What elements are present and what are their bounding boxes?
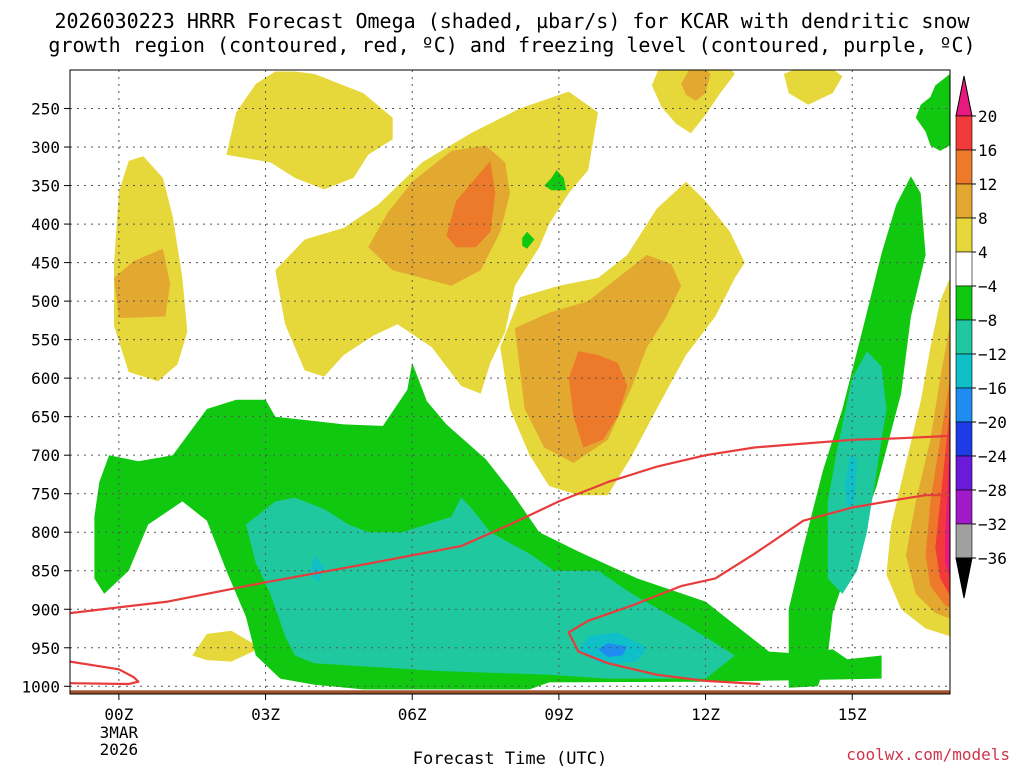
- y-tick-label: 400: [31, 215, 60, 234]
- y-tick-label: 900: [31, 600, 60, 619]
- y-tick-label: 600: [31, 369, 60, 388]
- y-tick-label: 1000: [21, 677, 60, 696]
- colorbar-label: −24: [978, 447, 1007, 466]
- colorbar-label: 20: [978, 107, 997, 126]
- omega-region-yellow-top-tower: [226, 71, 393, 190]
- omega-region-yellow-top-right: [651, 70, 735, 134]
- credit-text[interactable]: coolwx.com/models: [846, 745, 1010, 764]
- omega-region-orange-center-core: [446, 160, 496, 248]
- colorbar-segment: [955, 149, 973, 185]
- y-tick-label: 850: [31, 562, 60, 581]
- omega-region-green-upper-right-strip: [915, 73, 950, 151]
- colorbar-label: −32: [978, 515, 1007, 534]
- colorbar-segment: [955, 183, 973, 219]
- colorbar-label: 4: [978, 243, 988, 262]
- y-tick-label: 650: [31, 408, 60, 427]
- omega-region-orange-right-core: [568, 351, 628, 448]
- y-tick-label: 700: [31, 446, 60, 465]
- colorbar-label: 8: [978, 209, 988, 228]
- colorbar: 20 16 12 8 4 −4 −8 −12 −16 −20 −24 −28 −32 −36: [955, 75, 1007, 599]
- colorbar-segment: [955, 489, 973, 525]
- colorbar-label: −4: [978, 277, 997, 296]
- y-tick-label: 750: [31, 485, 60, 504]
- x-tick-year-label: 2026: [100, 740, 139, 759]
- grid-lines: [70, 70, 950, 694]
- y-tick-label: 250: [31, 100, 60, 119]
- colorbar-bottom-arrow: [955, 557, 973, 599]
- colorbar-segment: [955, 387, 973, 423]
- contour-dgz-loop: [567, 494, 950, 686]
- colorbar-segment: [955, 251, 973, 287]
- plot-frame: [69, 69, 951, 695]
- x-tick-label: 00Z: [104, 705, 133, 724]
- colorbar-label: −28: [978, 481, 1007, 500]
- omega-region-orange-upper-left: [114, 248, 171, 319]
- colorbar-label: −8: [978, 311, 997, 330]
- omega-region-yellow-small-left-low: [192, 630, 261, 662]
- ground-strip: [70, 690, 950, 694]
- omega-region-teal-right-column: [827, 351, 887, 594]
- omega-region-green-small-blob-2: [522, 231, 535, 249]
- y-tick-label: 800: [31, 523, 60, 542]
- x-tick-label: 12Z: [691, 705, 720, 724]
- colorbar-segment: [955, 319, 973, 355]
- colorbar-segment: [955, 217, 973, 253]
- dgz-contours: [70, 434, 950, 686]
- colorbar-segment: [955, 421, 973, 457]
- omega-region-cyan-right-column: [844, 455, 858, 510]
- colorbar-label: −16: [978, 379, 1007, 398]
- y-tick-label: 450: [31, 254, 60, 273]
- plot-area: [69, 69, 951, 695]
- colorbar-segment: [955, 353, 973, 389]
- contour-dgz-top: [70, 434, 950, 615]
- colorbar-segment: [955, 115, 973, 151]
- omega-region-blue-low-center: [598, 643, 628, 657]
- omega-region-yellow-top-far-right: [783, 70, 843, 105]
- colorbar-label: 12: [978, 175, 997, 194]
- colorbar-label: −20: [978, 413, 1007, 432]
- y-tick-label: 300: [31, 138, 60, 157]
- colorbar-label: 16: [978, 141, 997, 160]
- chart-title-line-1: 2026030223 HRRR Forecast Omega (shaded, …: [54, 9, 970, 33]
- y-tick-label: 350: [31, 177, 60, 196]
- x-axis-title: Forecast Time (UTC): [413, 749, 607, 768]
- colorbar-segment: [955, 285, 973, 321]
- colorbar-top-arrow: [955, 75, 973, 117]
- omega-region-cyan-low-left: [309, 555, 325, 583]
- x-tick-label: 15Z: [838, 705, 867, 724]
- x-tick-date-label: 3MAR: [100, 723, 139, 742]
- x-tick-label: 03Z: [251, 705, 280, 724]
- contour-dgz-bottom: [70, 660, 140, 686]
- y-axis: 250 300 350 400 450 500 550 600 650 700 750 800 850 9…: [21, 100, 70, 696]
- colorbar-segment: [955, 523, 973, 559]
- y-tick-label: 500: [31, 292, 60, 311]
- y-tick-label: 550: [31, 331, 60, 350]
- omega-region-magenta-right-edge: [945, 447, 950, 579]
- colorbar-segment: [955, 455, 973, 491]
- chart-title-line-2: growth region (contoured, red, ºC) and f…: [48, 33, 975, 57]
- colorbar-label: −36: [978, 549, 1007, 568]
- x-tick-label: 09Z: [544, 705, 573, 724]
- x-tick-label: 06Z: [398, 705, 427, 724]
- omega-region-orange-top-right: [681, 70, 711, 101]
- colorbar-label: −12: [978, 345, 1007, 364]
- y-tick-label: 950: [31, 639, 60, 658]
